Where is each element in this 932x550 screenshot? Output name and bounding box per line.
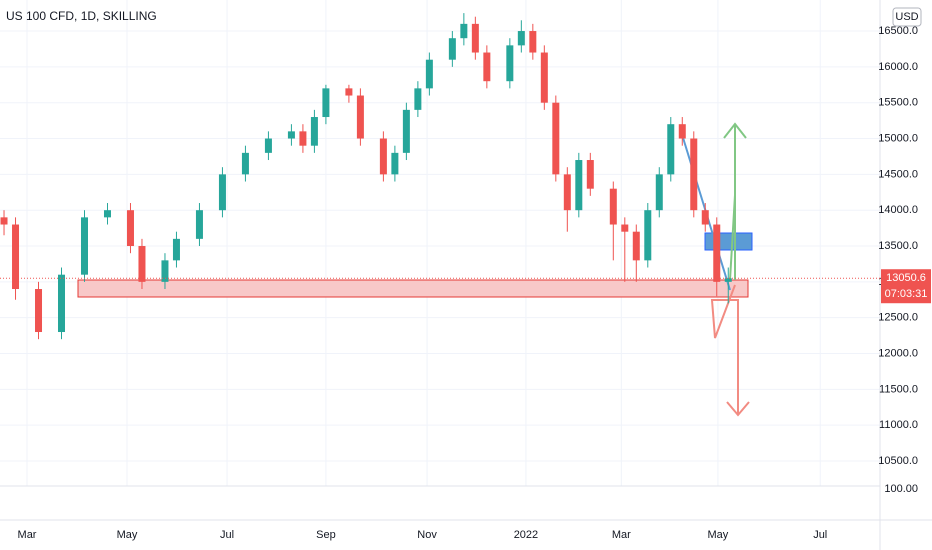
candle-body bbox=[310, 117, 318, 146]
y-tick-label: 14500.0 bbox=[878, 168, 918, 180]
candle-body bbox=[483, 52, 491, 82]
x-tick-label: 2022 bbox=[514, 529, 538, 541]
candle-body bbox=[540, 52, 548, 103]
candle-body bbox=[58, 274, 66, 333]
up-arrow-path bbox=[729, 125, 736, 281]
candle-body bbox=[448, 38, 456, 60]
up-arrow-head bbox=[723, 122, 747, 139]
candle-body bbox=[529, 31, 537, 53]
countdown: 07:03:31 bbox=[885, 288, 928, 300]
candle-body bbox=[103, 210, 111, 218]
candle-body bbox=[241, 152, 249, 175]
y-tick-label: 11000.0 bbox=[879, 419, 918, 431]
candle-body bbox=[12, 224, 20, 290]
candle-body bbox=[678, 124, 686, 139]
candle-body bbox=[552, 102, 560, 175]
candle-body bbox=[609, 188, 617, 225]
x-tick-label: May bbox=[708, 529, 729, 541]
x-tick-label: Mar bbox=[18, 529, 37, 541]
candle-body bbox=[126, 210, 134, 247]
y-tick-label: 12000.0 bbox=[878, 347, 918, 359]
candle-body bbox=[586, 160, 594, 189]
support-zone bbox=[77, 279, 749, 298]
candle-body bbox=[402, 109, 410, 153]
x-tick-label: Jul bbox=[813, 529, 827, 541]
candle-body bbox=[379, 138, 387, 175]
y-tick-label: 12500.0 bbox=[878, 312, 918, 324]
candle-body bbox=[161, 260, 169, 282]
candle-body bbox=[425, 59, 433, 89]
candle-body bbox=[356, 95, 364, 139]
resistance-box bbox=[704, 232, 753, 251]
candle-body bbox=[724, 278, 732, 282]
candle-body bbox=[322, 88, 330, 118]
y-tick-label: 16000.0 bbox=[878, 61, 918, 73]
candle-body bbox=[701, 210, 709, 225]
lower-pane-label: 100.00 bbox=[884, 483, 918, 495]
candle-body bbox=[172, 238, 180, 261]
candle-body bbox=[621, 224, 629, 232]
candle-body bbox=[632, 231, 640, 261]
candle-body bbox=[287, 131, 295, 139]
y-tick-label: 15500.0 bbox=[878, 97, 918, 109]
x-tick-label: Nov bbox=[417, 529, 437, 541]
candle-body bbox=[644, 210, 652, 261]
candle-body bbox=[517, 31, 525, 46]
y-tick-label: 11500.0 bbox=[879, 383, 918, 395]
last-price-box bbox=[881, 269, 931, 304]
y-tick-label: 10500.0 bbox=[878, 455, 918, 467]
candle-body bbox=[299, 131, 307, 146]
candle-body bbox=[414, 88, 422, 110]
candles bbox=[0, 13, 732, 340]
y-tick-label: 13500.0 bbox=[878, 240, 918, 252]
currency[interactable]: USD bbox=[895, 11, 918, 23]
candle-body bbox=[575, 160, 583, 211]
candle-body bbox=[264, 138, 272, 153]
candle-body bbox=[460, 23, 468, 39]
candle-body bbox=[218, 174, 226, 211]
candle-body bbox=[655, 174, 663, 211]
candle-body bbox=[195, 210, 203, 239]
y-tick-label: 15000.0 bbox=[878, 132, 918, 144]
candle-body bbox=[138, 246, 146, 282]
x-tick-label: Mar bbox=[612, 529, 631, 541]
x-tick-label: Sep bbox=[316, 529, 336, 541]
down-arrow-head bbox=[726, 401, 750, 417]
x-tick-label: Jul bbox=[220, 529, 234, 541]
y-tick-label: 14000.0 bbox=[878, 204, 918, 216]
candle-body bbox=[0, 217, 8, 225]
x-tick-label: May bbox=[117, 529, 138, 541]
last-price-label: 13050.6 bbox=[886, 272, 926, 284]
candle-body bbox=[667, 124, 675, 175]
candle-body bbox=[80, 217, 88, 275]
currency-box[interactable] bbox=[892, 7, 922, 27]
down-arrow-path bbox=[710, 284, 739, 415]
candle-body bbox=[713, 224, 721, 282]
y-tick-label: 16500.0 bbox=[878, 25, 918, 37]
chart-title: US 100 CFD, 1D, SKILLING bbox=[6, 9, 157, 23]
candle-body bbox=[563, 174, 571, 211]
candle-body bbox=[690, 138, 698, 211]
candle-body bbox=[506, 45, 514, 82]
candle-body bbox=[471, 23, 479, 53]
candle-body bbox=[345, 88, 353, 96]
candle-body bbox=[35, 289, 43, 333]
candle-body bbox=[391, 152, 399, 175]
